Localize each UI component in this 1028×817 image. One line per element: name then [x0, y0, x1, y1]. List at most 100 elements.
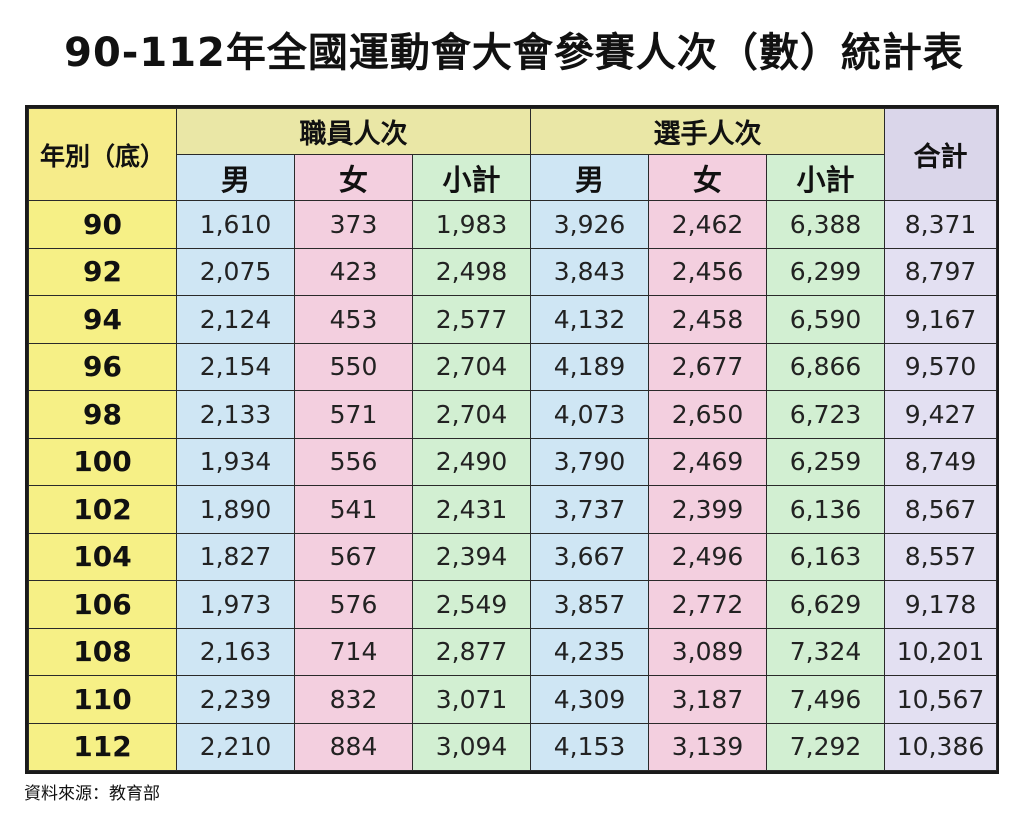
table-row: 90 1,610 373 1,983 3,926 2,462 6,388 8,371 — [28, 200, 998, 249]
total-cell: 8,567 — [884, 485, 998, 534]
athletes-female-cell: 3,139 — [648, 722, 768, 771]
staff-subtotal-cell: 2,549 — [411, 580, 532, 629]
table-row: 98 2,133 571 2,704 4,073 2,650 6,723 9,427 — [28, 390, 998, 439]
staff-female-cell: 884 — [294, 722, 413, 771]
page-title: 90-112年全國運動會大會參賽人次（數）統計表 — [64, 30, 964, 76]
total-cell: 9,570 — [884, 342, 998, 391]
statistics-table-frame: 年別（底） 職員人次 選手人次 合計 男 女 小計 男 女 小計 90 1,610… — [25, 105, 999, 774]
staff-male-cell: 1,610 — [176, 200, 295, 249]
staff-male-cell: 2,239 — [176, 675, 295, 724]
statistics-table: 年別（底） 職員人次 選手人次 合計 男 女 小計 男 女 小計 90 1,610… — [28, 108, 998, 771]
athletes-male-cell: 3,737 — [530, 485, 650, 534]
staff-female-cell: 567 — [294, 532, 413, 581]
total-cell: 8,797 — [884, 247, 998, 296]
athletes-group-header: 選手人次 — [530, 108, 886, 155]
athletes-subtotal-header: 小計 — [766, 154, 886, 201]
athletes-subtotal-cell: 6,590 — [766, 295, 886, 344]
table-row: 110 2,239 832 3,071 4,309 3,187 7,496 10,567 — [28, 675, 998, 724]
athletes-male-cell: 4,073 — [530, 390, 650, 439]
athletes-male-cell: 4,235 — [530, 627, 650, 676]
total-column-header: 合計 — [884, 108, 998, 201]
staff-female-cell: 571 — [294, 390, 413, 439]
table-row: 92 2,075 423 2,498 3,843 2,456 6,299 8,797 — [28, 247, 998, 296]
staff-subtotal-cell: 2,498 — [411, 247, 532, 296]
athletes-subtotal-cell: 7,292 — [766, 722, 886, 771]
athletes-subtotal-cell: 6,299 — [766, 247, 886, 296]
year-cell: 92 — [28, 247, 177, 296]
athletes-male-cell: 3,790 — [530, 437, 650, 486]
staff-male-cell: 1,890 — [176, 485, 295, 534]
athletes-male-cell: 3,926 — [530, 200, 650, 249]
staff-subtotal-cell: 2,394 — [411, 532, 532, 581]
athletes-female-cell: 2,458 — [648, 295, 768, 344]
athletes-female-cell: 2,650 — [648, 390, 768, 439]
year-cell: 96 — [28, 342, 177, 391]
athletes-female-cell: 2,677 — [648, 342, 768, 391]
athletes-male-header: 男 — [530, 154, 650, 201]
table-row: 112 2,210 884 3,094 4,153 3,139 7,292 10,386 — [28, 722, 998, 771]
year-column-header: 年別（底） — [28, 108, 177, 201]
athletes-subtotal-cell: 7,324 — [766, 627, 886, 676]
staff-subtotal-cell: 2,490 — [411, 437, 532, 486]
athletes-subtotal-cell: 6,388 — [766, 200, 886, 249]
athletes-male-cell: 4,309 — [530, 675, 650, 724]
staff-subtotal-cell: 1,983 — [411, 200, 532, 249]
staff-male-header: 男 — [176, 154, 295, 201]
athletes-subtotal-cell: 6,163 — [766, 532, 886, 581]
staff-female-cell: 423 — [294, 247, 413, 296]
total-cell: 8,371 — [884, 200, 998, 249]
staff-female-cell: 576 — [294, 580, 413, 629]
staff-male-cell: 2,163 — [176, 627, 295, 676]
staff-male-cell: 2,133 — [176, 390, 295, 439]
total-cell: 9,427 — [884, 390, 998, 439]
staff-female-cell: 832 — [294, 675, 413, 724]
year-cell: 94 — [28, 295, 177, 344]
total-cell: 9,178 — [884, 580, 998, 629]
table-row: 108 2,163 714 2,877 4,235 3,089 7,324 10,201 — [28, 627, 998, 676]
year-cell: 106 — [28, 580, 177, 629]
athletes-subtotal-cell: 6,866 — [766, 342, 886, 391]
athletes-female-cell: 3,089 — [648, 627, 768, 676]
staff-female-cell: 541 — [294, 485, 413, 534]
staff-subtotal-cell: 3,071 — [411, 675, 532, 724]
year-cell: 112 — [28, 722, 177, 771]
athletes-female-cell: 3,187 — [648, 675, 768, 724]
year-cell: 98 — [28, 390, 177, 439]
total-cell: 10,567 — [884, 675, 998, 724]
athletes-subtotal-cell: 6,136 — [766, 485, 886, 534]
staff-subtotal-cell: 3,094 — [411, 722, 532, 771]
table-row: 94 2,124 453 2,577 4,132 2,458 6,590 9,167 — [28, 295, 998, 344]
staff-male-cell: 2,210 — [176, 722, 295, 771]
athletes-male-cell: 3,843 — [530, 247, 650, 296]
header-row-group: 年別（底） 職員人次 選手人次 合計 — [28, 108, 998, 201]
athletes-male-cell: 3,667 — [530, 532, 650, 581]
staff-subtotal-header: 小計 — [411, 154, 532, 201]
staff-male-cell: 1,827 — [176, 532, 295, 581]
table-row: 96 2,154 550 2,704 4,189 2,677 6,866 9,570 — [28, 342, 998, 391]
total-cell: 10,386 — [884, 722, 998, 771]
staff-female-cell: 373 — [294, 200, 413, 249]
athletes-male-cell: 4,189 — [530, 342, 650, 391]
year-cell: 100 — [28, 437, 177, 486]
athletes-female-cell: 2,456 — [648, 247, 768, 296]
year-cell: 90 — [28, 200, 177, 249]
athletes-female-header: 女 — [648, 154, 768, 201]
staff-subtotal-cell: 2,431 — [411, 485, 532, 534]
table-row: 102 1,890 541 2,431 3,737 2,399 6,136 8,567 — [28, 485, 998, 534]
athletes-male-cell: 3,857 — [530, 580, 650, 629]
athletes-female-cell: 2,469 — [648, 437, 768, 486]
staff-subtotal-cell: 2,704 — [411, 342, 532, 391]
staff-female-cell: 550 — [294, 342, 413, 391]
athletes-subtotal-cell: 6,723 — [766, 390, 886, 439]
athletes-subtotal-cell: 6,259 — [766, 437, 886, 486]
athletes-female-cell: 2,772 — [648, 580, 768, 629]
table-row: 106 1,973 576 2,549 3,857 2,772 6,629 9,178 — [28, 580, 998, 629]
athletes-subtotal-cell: 7,496 — [766, 675, 886, 724]
staff-group-header: 職員人次 — [175, 108, 532, 155]
total-cell: 9,167 — [884, 295, 998, 344]
staff-male-cell: 2,075 — [176, 247, 295, 296]
year-cell: 110 — [28, 675, 177, 724]
athletes-male-cell: 4,132 — [530, 295, 650, 344]
table-row: 104 1,827 567 2,394 3,667 2,496 6,163 8,557 — [28, 532, 998, 581]
year-cell: 108 — [28, 627, 177, 676]
